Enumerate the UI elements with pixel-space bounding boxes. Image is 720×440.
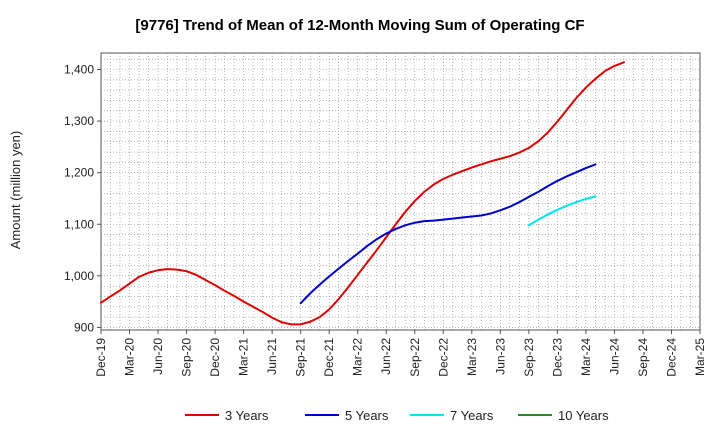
x-tick-label: Sep-20 [180, 338, 194, 377]
x-tick-label: Mar-21 [237, 338, 251, 376]
x-tick-label: Jun-24 [607, 338, 621, 375]
x-tick-label: Dec-19 [94, 338, 108, 377]
plot-background [101, 53, 700, 330]
x-tick-label: Dec-21 [322, 338, 336, 377]
x-tick-label: Mar-24 [579, 338, 593, 376]
x-tick-label: Mar-22 [351, 338, 365, 376]
y-tick-label: 1,000 [64, 269, 94, 283]
x-tick-label: Dec-24 [664, 338, 678, 377]
y-tick-label: 1,100 [64, 217, 94, 231]
chart-title: [9776] Trend of Mean of 12-Month Moving … [135, 17, 584, 34]
y-tick-label: 900 [74, 320, 94, 334]
x-tick-label: Mar-23 [465, 338, 479, 376]
x-tick-label: Sep-22 [408, 338, 422, 377]
legend: 3 Years 5 Years 7 Years 10 Years [185, 408, 609, 423]
legend-label-7-years: 7 Years [450, 408, 494, 423]
x-tick-label: Mar-20 [123, 338, 137, 376]
x-tick-label: Jun-23 [493, 338, 507, 375]
y-tick-label: 1,300 [64, 114, 94, 128]
x-tick-label: Dec-20 [208, 338, 222, 377]
y-tick-label: 1,400 [64, 63, 94, 77]
series-line-3-years [100, 61, 625, 326]
x-tick-label: Sep-23 [522, 338, 536, 377]
legend-label-5-years: 5 Years [345, 408, 389, 423]
y-tick-label: 1,200 [64, 166, 94, 180]
x-tick-label: Jun-20 [151, 338, 165, 375]
plot-area: 900 1,000 1,100 1,200 1,300 1,400 Dec-19 Mar-20… [64, 52, 707, 377]
x-tick-label: Mar-25 [693, 338, 707, 376]
x-tick-label: Dec-23 [550, 338, 564, 377]
legend-label-3-years: 3 Years [225, 408, 269, 423]
x-tick-label: Sep-21 [294, 338, 308, 377]
x-tick-label: Jun-21 [265, 338, 279, 375]
legend-label-10-years: 10 Years [558, 408, 609, 423]
x-tick-label: Dec-22 [436, 338, 450, 377]
y-axis-label: Amount (million yen) [8, 131, 23, 250]
plot-frame [100, 52, 701, 331]
series-line-5-years [299, 163, 597, 305]
x-tick-label: Sep-24 [636, 338, 650, 377]
x-tick-label: Jun-22 [379, 338, 393, 375]
series-line-7-years [527, 195, 597, 227]
